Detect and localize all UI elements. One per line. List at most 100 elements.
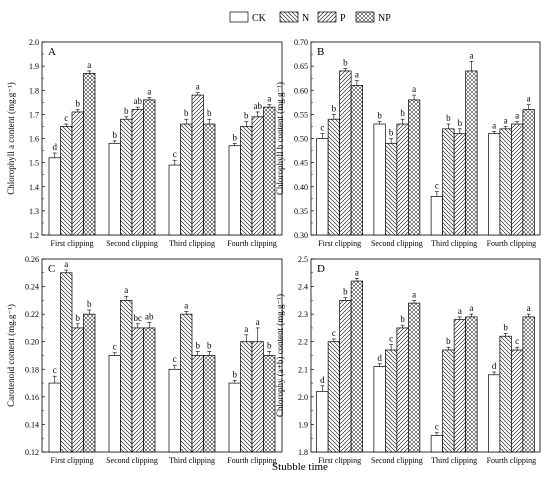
bar-p-third-clipping: [453, 319, 466, 453]
bar-n-second-clipping: [120, 118, 133, 236]
significance-letter: b: [503, 322, 508, 332]
legend-item-n: N: [279, 11, 309, 24]
bar-p-first-clipping: [339, 300, 352, 453]
x-tick-label: Fourth clipping: [227, 239, 277, 248]
bar-ck-second-clipping: [108, 355, 121, 453]
bar-n-fourth-clipping: [240, 126, 253, 236]
significance-letter: b: [377, 111, 382, 121]
bar-p-third-clipping: [453, 133, 466, 236]
bar-np-third-clipping: [465, 316, 478, 453]
bar-ck-third-clipping: [168, 368, 181, 453]
bar-p-second-clipping: [131, 109, 144, 236]
significance-letter: b: [343, 287, 348, 297]
bar-ck-fourth-clipping: [228, 382, 241, 453]
significance-letter: a: [267, 94, 271, 104]
significance-letter: b: [458, 118, 463, 128]
significance-letter: d: [492, 361, 497, 371]
y-tick-label: 1.7: [29, 110, 39, 119]
significance-letter: c: [332, 328, 336, 338]
significance-letter: b: [446, 113, 451, 123]
y-tick-label: 1.8: [298, 448, 308, 457]
x-tick-label: Fourth clipping: [227, 456, 277, 465]
y-tick-label: 1.2: [29, 231, 39, 240]
significance-letter: a: [458, 306, 462, 316]
bar-p-third-clipping: [191, 355, 204, 453]
bar-ck-second-clipping: [108, 142, 121, 236]
x-tick-label: First clipping: [318, 239, 361, 248]
x-axis-title: Stubble time: [272, 461, 328, 473]
x-tick-label: Second clipping: [371, 456, 423, 465]
bar-n-third-clipping: [180, 123, 193, 236]
panel-letter: C: [48, 263, 55, 275]
y-tick-label: 2.2: [298, 338, 308, 347]
y-tick-label: 2.4: [298, 283, 308, 292]
x-tick-label: Fourth clipping: [487, 239, 537, 248]
significance-letter: a: [196, 82, 200, 92]
y-tick-label: 1.6: [29, 135, 39, 144]
significance-letter: b: [446, 336, 451, 346]
significance-letter: a: [515, 111, 519, 121]
significance-letter: a: [527, 303, 531, 313]
bar-np-fourth-clipping: [522, 109, 535, 236]
bar-ck-second-clipping: [373, 366, 386, 453]
y-tick-label: 0.35: [294, 207, 308, 216]
bar-np-first-clipping: [350, 280, 363, 453]
y-tick-label: 0.26: [25, 255, 39, 264]
bar-ck-first-clipping: [48, 382, 61, 453]
significance-letter: c: [173, 354, 177, 364]
significance-letter: b: [343, 58, 348, 68]
significance-letter: c: [320, 123, 324, 133]
significance-letter: a: [527, 94, 531, 104]
legend-item-np: NP: [355, 11, 391, 24]
significance-letter: c: [173, 149, 177, 159]
bar-np-second-clipping: [143, 99, 156, 236]
bar-p-third-clipping: [191, 94, 204, 236]
significance-letter: a: [412, 84, 416, 94]
panel-letter: A: [48, 46, 56, 58]
legend-label-p: P: [340, 13, 346, 24]
bar-n-third-clipping: [442, 349, 455, 453]
significance-letter: a: [355, 70, 359, 80]
x-tick-label: Third clipping: [431, 239, 477, 248]
y-tick-label: 1.4: [29, 183, 39, 192]
significance-letter: b: [76, 99, 81, 109]
bar-p-fourth-clipping: [251, 341, 264, 453]
significance-letter: d: [377, 353, 382, 363]
bar-ck-fourth-clipping: [488, 374, 501, 453]
bar-np-second-clipping: [408, 99, 421, 236]
significance-letter: a: [87, 60, 91, 70]
significance-letter: bc: [134, 313, 143, 323]
y-tick-label: 0.12: [25, 448, 39, 457]
significance-letter: c: [64, 113, 68, 123]
significance-letter: b: [196, 340, 201, 350]
y-tick-label: 0.24: [25, 283, 39, 292]
bar-ck-third-clipping: [168, 164, 181, 236]
x-tick-label: Third clipping: [169, 239, 215, 248]
y-axis-label: Chlorophy (a+b) content (mg.g⁻¹): [275, 294, 285, 417]
bar-n-fourth-clipping: [499, 335, 512, 453]
bar-p-first-clipping: [71, 327, 84, 453]
x-tick-label: Fourth clipping: [487, 456, 537, 465]
legend-label-np: NP: [378, 13, 391, 24]
y-tick-label: 0.40: [294, 183, 308, 192]
significance-letter: b: [207, 108, 212, 118]
bar-np-fourth-clipping: [263, 355, 276, 453]
significance-letter: c: [435, 422, 439, 432]
significance-letter: b: [233, 132, 238, 142]
legend-swatch-n: [279, 11, 299, 23]
bar-p-second-clipping: [396, 123, 409, 236]
significance-letter: a: [64, 259, 68, 269]
legend-swatch-np: [355, 11, 375, 23]
y-tick-label: 0.60: [294, 86, 308, 95]
bar-np-first-clipping: [83, 313, 96, 453]
y-tick-label: 0.22: [25, 310, 39, 319]
significance-letter: d: [53, 142, 58, 152]
significance-letter: a: [147, 86, 151, 96]
significance-letter: a: [412, 289, 416, 299]
legend-item-p: P: [317, 11, 346, 24]
bar-ck-second-clipping: [373, 123, 386, 236]
significance-letter: b: [244, 111, 249, 121]
bar-np-third-clipping: [203, 355, 216, 453]
y-tick-label: 0.16: [25, 393, 39, 402]
significance-letter: a: [244, 324, 248, 334]
